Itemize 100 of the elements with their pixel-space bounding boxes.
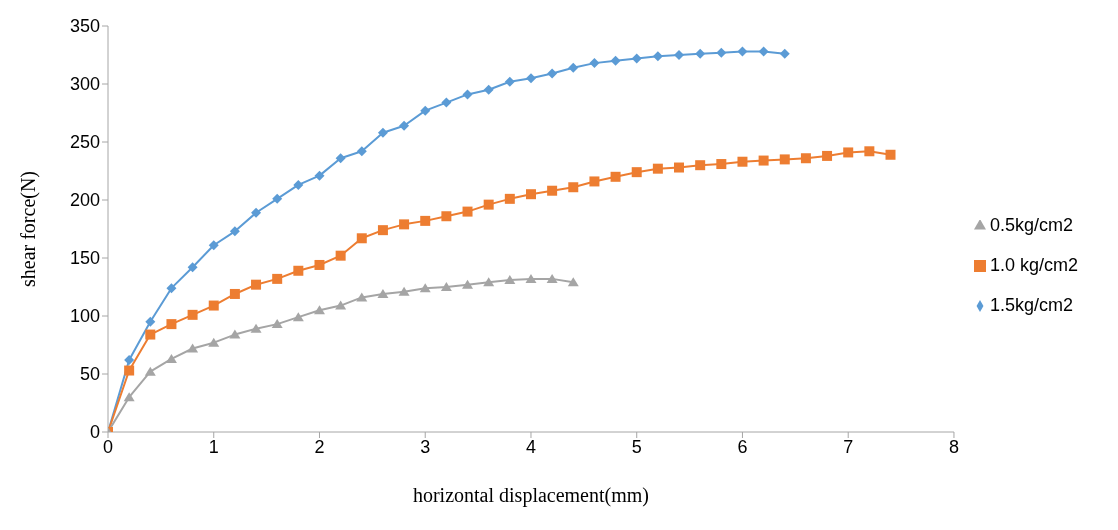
- y-tick-label: 200: [69, 190, 100, 211]
- point: [187, 262, 198, 273]
- point: [674, 50, 685, 60]
- point: [356, 233, 367, 244]
- point: [441, 97, 452, 108]
- point: [800, 153, 811, 164]
- x-tick-label: 1: [208, 436, 219, 457]
- y-tick-label: 150: [69, 248, 100, 269]
- x-axis-title: horizontal displacement(mm): [412, 484, 649, 507]
- point: [208, 240, 219, 251]
- point: [652, 163, 663, 174]
- point: [187, 309, 198, 320]
- legend-label: 1.5kg/cm2: [989, 295, 1073, 315]
- point: [293, 265, 304, 276]
- point: [144, 366, 156, 376]
- y-tick-label: 0: [89, 422, 100, 443]
- point: [145, 329, 156, 340]
- point: [335, 153, 346, 164]
- point: [419, 283, 431, 293]
- point: [124, 355, 135, 366]
- point: [314, 170, 325, 181]
- point: [483, 277, 495, 287]
- point: [864, 146, 875, 157]
- point: [504, 76, 515, 87]
- point: [631, 53, 642, 64]
- point: [695, 48, 706, 59]
- point: [440, 282, 452, 291]
- point: [124, 365, 135, 376]
- point: [610, 55, 621, 66]
- y-axis-title: shear force(N): [17, 170, 41, 288]
- point: [441, 211, 452, 222]
- point: [420, 105, 431, 116]
- x-tick-label: 0: [102, 436, 114, 457]
- point: [229, 329, 241, 339]
- point: [377, 225, 388, 236]
- point: [758, 46, 769, 57]
- point: [567, 277, 579, 287]
- point: [843, 147, 854, 158]
- point: [631, 167, 642, 178]
- x-tick-label: 2: [314, 436, 325, 457]
- point: [335, 300, 347, 310]
- point: [166, 283, 177, 294]
- x-tick-label: 8: [948, 436, 959, 457]
- y-tick-label: 250: [69, 132, 100, 153]
- point: [483, 84, 494, 95]
- point: [779, 154, 790, 165]
- point: [462, 206, 473, 217]
- point: [313, 305, 325, 315]
- point: [483, 199, 494, 210]
- point: [356, 146, 367, 157]
- point: [398, 286, 410, 296]
- point: [547, 68, 558, 79]
- point: [462, 279, 474, 289]
- point: [568, 62, 579, 73]
- point: [462, 89, 473, 100]
- x-tick-label: 7: [843, 436, 854, 457]
- point: [272, 273, 283, 284]
- y-tick-label: 100: [69, 306, 100, 327]
- point: [885, 149, 896, 160]
- point: [525, 73, 536, 84]
- x-tick-label: 6: [737, 436, 748, 457]
- point: [589, 176, 600, 187]
- y-tick-label: 50: [79, 364, 100, 385]
- point: [504, 193, 515, 204]
- point: [229, 226, 240, 237]
- point: [547, 185, 558, 196]
- point: [610, 171, 621, 182]
- point: [716, 47, 727, 58]
- point: [145, 316, 156, 327]
- x-tick-label: 3: [420, 436, 431, 457]
- point: [314, 259, 325, 270]
- y-tick-label: 350: [69, 16, 100, 37]
- point: [695, 160, 706, 171]
- point: [504, 275, 516, 285]
- point: [250, 323, 262, 333]
- point: [208, 337, 220, 347]
- point: [293, 179, 304, 190]
- point: [229, 288, 240, 299]
- point: [271, 319, 283, 329]
- point: [525, 273, 537, 283]
- point: [674, 162, 685, 173]
- point: [716, 159, 727, 170]
- point: [822, 150, 833, 161]
- legend-label: 1.0 kg/cm2: [989, 255, 1078, 275]
- x-tick-label: 5: [631, 436, 642, 457]
- point: [377, 127, 388, 138]
- point: [568, 182, 579, 193]
- point: [399, 120, 410, 131]
- legend-label: 0.5kg/cm2: [989, 215, 1073, 235]
- point: [251, 207, 262, 218]
- point: [251, 279, 262, 290]
- point: [525, 189, 536, 200]
- x-tick-label: 4: [525, 436, 536, 457]
- point: [758, 155, 769, 166]
- point: [737, 156, 748, 167]
- point: [737, 46, 748, 57]
- point: [652, 51, 663, 62]
- point: [123, 392, 135, 402]
- point: [399, 219, 410, 230]
- point: [546, 273, 558, 283]
